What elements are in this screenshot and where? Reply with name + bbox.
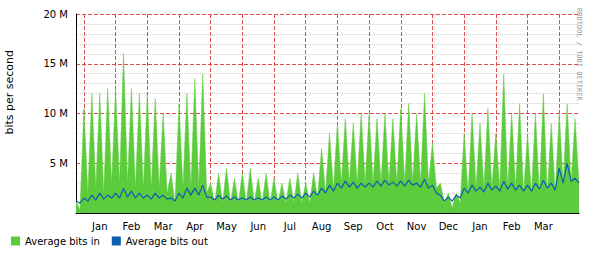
svg-text:Aug: Aug	[312, 221, 332, 232]
svg-text:15 M: 15 M	[43, 58, 68, 69]
svg-text:Average bits out: Average bits out	[126, 236, 208, 247]
svg-text:Jun: Jun	[249, 221, 266, 232]
svg-text:Oct: Oct	[376, 221, 393, 232]
svg-text:Jan: Jan	[471, 221, 487, 232]
svg-text:20 M: 20 M	[43, 9, 68, 20]
svg-text:Nov: Nov	[407, 221, 427, 232]
svg-text:May: May	[216, 221, 237, 232]
svg-text:Feb: Feb	[123, 221, 141, 232]
svg-text:Jan: Jan	[91, 221, 107, 232]
svg-text:Mar: Mar	[534, 221, 554, 232]
svg-text:Apr: Apr	[186, 221, 204, 232]
svg-text:Sep: Sep	[344, 221, 363, 232]
svg-text:10 M: 10 M	[43, 108, 68, 119]
svg-text:bits per second: bits per second	[3, 50, 16, 135]
svg-text:Jul: Jul	[283, 221, 296, 232]
svg-text:Dec: Dec	[439, 221, 458, 232]
svg-text:Average bits in: Average bits in	[25, 236, 100, 247]
svg-text:Feb: Feb	[503, 221, 521, 232]
svg-text:5 M: 5 M	[50, 158, 68, 169]
svg-text:Mar: Mar	[154, 221, 174, 232]
svg-text:RRDTOOL / TOBI OETIKER: RRDTOOL / TOBI OETIKER	[574, 8, 583, 101]
